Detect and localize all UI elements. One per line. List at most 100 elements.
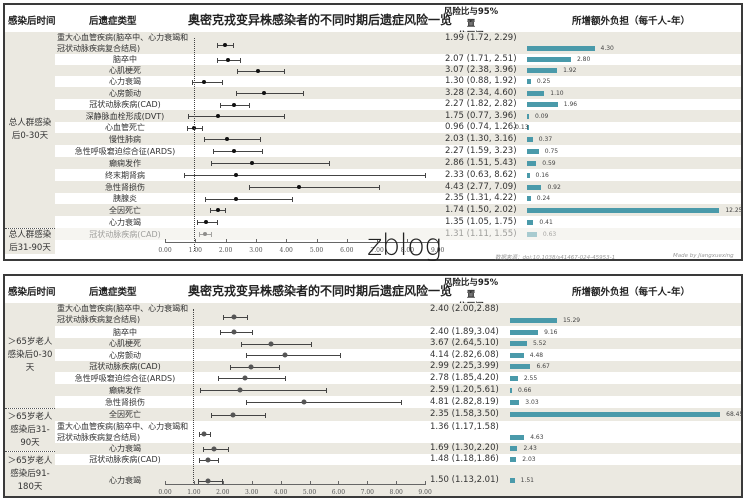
burden-value: 4.63 [530, 434, 544, 441]
burden-bar [510, 399, 520, 405]
panel-header: 感染后时间 后遗症类型 奥密克戎变异株感染者的不同时期后遗症风险一览 风险比与9… [5, 276, 741, 312]
hazard-ratio-text: 4.43 (2.77, 7.09) [445, 181, 517, 192]
table-row [55, 228, 741, 240]
hazard-ratio-point [211, 446, 217, 451]
axis-tick-label: 1.00 [188, 247, 202, 254]
hazard-ratio-point [234, 196, 239, 201]
outcome-label: 冠状动脉疾病(CAD) [89, 229, 161, 239]
table-row [55, 76, 741, 87]
col-header-hr-line1: 风险比与95%置 [443, 278, 499, 300]
table-row [55, 421, 741, 443]
hazard-ratio-point [231, 314, 237, 319]
confidence-interval [199, 388, 328, 393]
burden-bar [510, 412, 721, 417]
hazard-ratio-point [203, 220, 208, 224]
divider [5, 228, 55, 229]
hazard-ratio-text: 1.30 (0.88, 1.92) [445, 76, 517, 86]
hazard-ratio-point [248, 364, 254, 369]
hazard-ratio-text: 2.35 (1.58,3.50) [430, 409, 499, 419]
axis-tick [346, 239, 348, 243]
axis-line [165, 484, 426, 485]
hazard-ratio-text: 2.40 (1.89,3.04) [430, 326, 499, 337]
confidence-interval [248, 185, 380, 190]
hazard-ratio-point [202, 79, 207, 84]
burden-bar [527, 196, 531, 201]
outcome-label: 慢性肺病 [109, 134, 141, 144]
confidence-interval [237, 68, 285, 74]
hazard-ratio-text: 2.35 (1.31, 4.22) [445, 193, 517, 203]
col-header-burden: 所增额外负担（每千人-年） [572, 287, 690, 298]
group-label-text: 总人群感染后31-90天 [8, 229, 52, 253]
axis-tick-label: 3.00 [245, 489, 259, 496]
hazard-ratio-point [242, 375, 248, 381]
hazard-ratio-point [225, 57, 230, 62]
confidence-interval [210, 412, 267, 418]
burden-value: 0.25 [536, 78, 551, 85]
axis-tick-label: 0.00 [158, 489, 172, 496]
group-label: 总人群感染后31-90天 [5, 229, 55, 254]
outcome-label: 冠状动脉疾病(CAD) [89, 455, 161, 464]
outcome-label: 全因死亡 [109, 410, 141, 419]
hazard-ratio-text: 4.14 (2.82,6.08) [430, 349, 499, 360]
axis-tick [367, 481, 369, 485]
table-row [55, 204, 741, 216]
table-row [55, 349, 741, 361]
axis-tick-label: 3.00 [249, 247, 263, 254]
confidence-interval [246, 353, 341, 358]
hazard-ratio-text: 1.50 (1.13,2.01) [430, 475, 499, 485]
burden-value: 4.48 [529, 351, 544, 359]
confidence-interval [213, 149, 263, 154]
outcome-label: 心力衰竭 [109, 77, 141, 86]
outcome-label: 心肌梗死 [109, 339, 141, 348]
burden-value: 15.29 [562, 317, 581, 324]
confidence-interval [204, 137, 262, 142]
col-header-burden: 所增额外负担（每千人-年） [572, 16, 690, 27]
axis-tick [222, 481, 224, 485]
group-label: ＞65岁老人感染后0-30天 [5, 303, 55, 408]
hazard-ratio-text: 2.03 (1.30, 3.16) [445, 133, 517, 144]
axis-tick [396, 481, 398, 485]
hazard-ratio-point [237, 387, 243, 393]
confidence-interval [188, 114, 285, 119]
burden-value: 12.25 [725, 206, 743, 214]
burden-bar [527, 90, 545, 96]
axis-tick [316, 239, 318, 243]
axis-tick-label: 2.00 [216, 489, 230, 496]
burden-value: 68.45 [726, 411, 744, 418]
group-label-text: ＞65岁老人感染后0-30天 [7, 337, 53, 373]
col-header-time: 感染后时间 [8, 287, 56, 298]
axis-tick [193, 481, 195, 485]
outcome-label: 急性肾损伤 [105, 182, 145, 192]
outcome-label: 癫痫发作 [109, 385, 141, 395]
burden-value: 0.41 [539, 218, 553, 226]
hazard-ratio-text: 2.07 (1.71, 2.51) [445, 54, 517, 64]
axis-tick [309, 481, 311, 485]
axis-tick-label: 5.00 [309, 247, 324, 254]
hazard-ratio-text: 2.27 (1.82, 2.82) [445, 99, 517, 109]
burden-value: 1.51 [520, 477, 534, 484]
hazard-ratio-point [205, 457, 211, 462]
burden-bar [527, 46, 595, 51]
axis-tick-label: 2.00 [218, 247, 233, 254]
outcome-label: 全因死亡 [109, 205, 141, 215]
table-row [55, 87, 741, 99]
table-row [55, 465, 741, 496]
burden-value: 0.16 [535, 171, 549, 179]
hazard-ratio-text: 4.81 (2.82,8.19) [430, 396, 499, 407]
hazard-ratio-point [256, 68, 261, 73]
confidence-interval [235, 91, 305, 96]
hazard-ratio-point [224, 137, 229, 141]
col-header-time: 感染后时间 [8, 16, 56, 27]
hazard-ratio-text: 0.96 (0.74, 1.26) [445, 122, 517, 132]
burden-bar [527, 184, 542, 190]
hazard-ratio-text: 2.40 (2.00,2.88) [430, 304, 499, 314]
outcome-label: 脑卒中 [113, 327, 137, 337]
burden-bar [527, 68, 558, 73]
burden-bar [510, 341, 527, 346]
axis-tick [165, 481, 166, 485]
outcome-label: 重大心血管疾病(脑卒中、心力衰竭和冠状动脉疾病复合结局) [57, 33, 189, 53]
group-label-text: ＞65岁老人感染后91-180天 [7, 455, 53, 492]
hazard-ratio-point [231, 149, 236, 153]
burden-bar [510, 387, 513, 393]
confidence-interval [230, 364, 281, 370]
